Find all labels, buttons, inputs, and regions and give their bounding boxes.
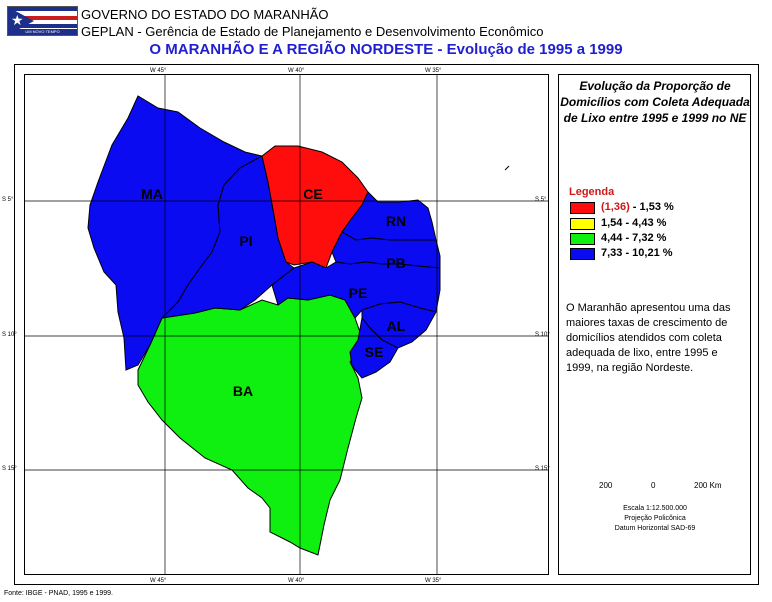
header-government: GOVERNO DO ESTADO DO MARANHÃO	[81, 7, 329, 22]
label-al: AL	[387, 318, 406, 334]
lat-label-right-5: S 5°	[535, 197, 547, 203]
description-text: O Maranhão apresentou uma das maiores ta…	[566, 302, 731, 374]
scale-zero-label: 0	[651, 481, 656, 490]
lon-label-top-45: W 45°	[150, 68, 167, 74]
state-ba[interactable]	[137, 294, 363, 556]
legend-label: 1,54 - 4,43 %	[601, 217, 667, 229]
island-mark	[504, 165, 510, 171]
scale-text: Escala 1:12.500.000	[623, 505, 687, 512]
lon-label-bottom-45: W 45°	[150, 578, 167, 584]
legend-heading: Legenda	[569, 186, 615, 198]
sidebar-panel	[558, 74, 751, 575]
label-pb: PB	[386, 255, 405, 271]
datum-text: Datum Horizontal SAD-69	[614, 525, 696, 532]
scale-right-label: 200 Km	[694, 481, 722, 490]
scale-left-label: 200	[599, 481, 613, 490]
label-ma: MA	[141, 186, 163, 202]
outer-frame	[14, 64, 759, 585]
label-rn: RN	[386, 213, 406, 229]
projection-text: Projeção Policônica	[624, 515, 686, 522]
lat-label-left-10: S 10°	[2, 332, 17, 338]
label-se: SE	[365, 344, 384, 360]
label-ce: CE	[303, 186, 322, 202]
government-logo: ★ UM NOVO TEMPO	[7, 6, 78, 36]
lon-label-bottom-40: W 40°	[288, 578, 305, 584]
legend-swatch	[570, 233, 595, 245]
legend-label: 7,33 - 10,21 %	[601, 247, 673, 259]
graticule	[24, 74, 549, 575]
legend-label: (1,36) - 1,53 %	[601, 201, 674, 213]
legend-swatch	[570, 218, 595, 230]
lat-label-right-15: S 15°	[535, 466, 550, 472]
star-icon: ★	[11, 12, 24, 28]
lon-label-top-35: W 35°	[425, 68, 442, 74]
label-pe: PE	[349, 285, 368, 301]
header-agency: GEPLAN - Gerência de Estado de Planejame…	[81, 24, 544, 39]
legend-swatch	[570, 248, 595, 260]
lon-label-bottom-35: W 35°	[425, 578, 442, 584]
sidebar-title: Evolução da Proporção de Domicílios com …	[560, 79, 750, 125]
label-pi: PI	[239, 233, 252, 249]
lat-label-left-15: S 15°	[2, 466, 17, 472]
legend-label: 4,44 - 7,32 %	[601, 232, 667, 244]
label-ba: BA	[233, 383, 253, 399]
source-note: Fonte: IBGE - PNAD, 1995 e 1999.	[4, 590, 113, 597]
legend-swatch	[570, 202, 595, 214]
logo-slogan: UM NOVO TEMPO	[8, 29, 77, 35]
lat-label-left-5: S 5°	[2, 197, 14, 203]
lat-label-right-10: S 10°	[535, 332, 550, 338]
lon-label-top-40: W 40°	[288, 68, 305, 74]
page-title: O MARANHÃO E A REGIÃO NORDESTE - Evoluçã…	[149, 41, 623, 58]
